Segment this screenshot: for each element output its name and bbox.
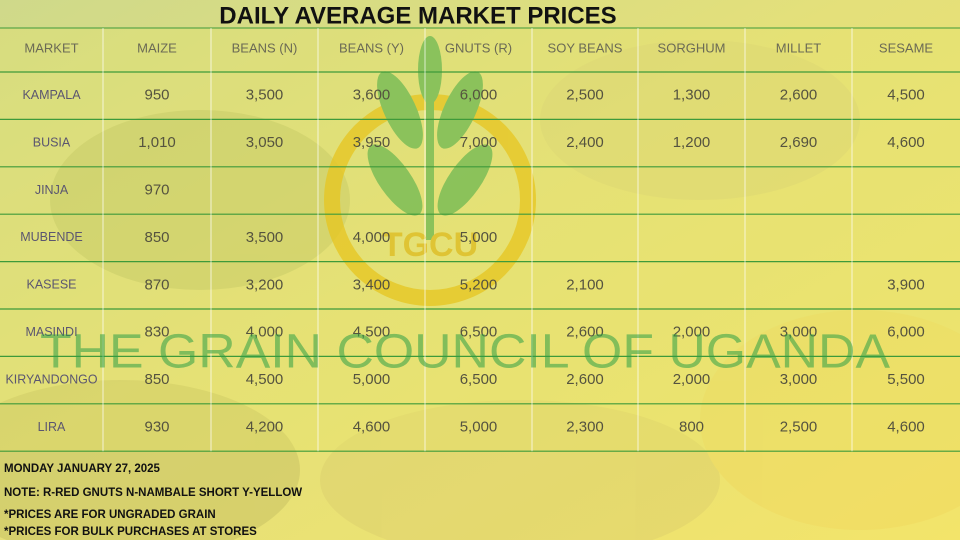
- price-cell: 970: [144, 181, 169, 198]
- price-cell: 6,500: [460, 371, 498, 388]
- price-cell: 4,500: [353, 324, 391, 341]
- price-cell: 3,900: [887, 276, 925, 293]
- market-name: KASESE: [26, 278, 76, 292]
- price-cell: 1,200: [673, 134, 711, 151]
- price-cell: 1,010: [138, 134, 176, 151]
- price-cell: 4,200: [246, 418, 284, 435]
- column-header: SOY BEANS: [548, 40, 623, 55]
- note-line: *PRICES ARE FOR UNGRADED GRAIN: [4, 509, 216, 521]
- price-cell: 2,000: [673, 371, 711, 388]
- price-cell: 3,950: [353, 134, 391, 151]
- market-name: JINJA: [35, 183, 69, 197]
- price-cell: 5,500: [887, 371, 925, 388]
- price-cell: 3,500: [246, 87, 284, 104]
- price-cell: 870: [144, 276, 169, 293]
- price-cell: 3,600: [353, 87, 391, 104]
- market-name: LIRA: [38, 420, 66, 434]
- market-name: KAMPALA: [22, 88, 81, 102]
- column-header: GNUTS (R): [445, 40, 512, 55]
- column-header: MILLET: [776, 40, 822, 55]
- watermark: THE GRAIN COUNCIL OF UGANDA: [40, 326, 890, 379]
- logo: TGCU: [324, 36, 536, 306]
- price-cell: 850: [144, 229, 169, 246]
- price-cell: 3,050: [246, 134, 284, 151]
- price-cell: 2,500: [566, 87, 604, 104]
- market-name: MASINDI: [25, 325, 77, 339]
- price-cell: 800: [679, 418, 704, 435]
- price-cell: 5,000: [460, 418, 498, 435]
- market-name: BUSIA: [33, 135, 71, 149]
- note-line: *PRICES FOR BULK PURCHASES AT STORES: [4, 526, 257, 538]
- price-cell: 5,000: [460, 229, 498, 246]
- price-cell: 1,300: [673, 87, 711, 104]
- price-cell: 6,500: [460, 324, 498, 341]
- price-cell: 2,600: [566, 324, 604, 341]
- price-cell: 950: [144, 87, 169, 104]
- price-cell: 4,500: [887, 87, 925, 104]
- price-cell: 6,000: [887, 324, 925, 341]
- notes: MONDAY JANUARY 27, 2025 NOTE: R-RED GNUTS…: [4, 463, 302, 538]
- price-cell: 2,690: [780, 134, 818, 151]
- price-cell: 2,000: [673, 324, 711, 341]
- price-cell: 4,600: [353, 418, 391, 435]
- price-cell: 2,600: [566, 371, 604, 388]
- column-header: BEANS (Y): [339, 40, 404, 55]
- table-shade: [0, 28, 960, 452]
- note-line: MONDAY JANUARY 27, 2025: [4, 463, 161, 475]
- price-cell: 4,000: [246, 324, 284, 341]
- price-cell: 3,400: [353, 276, 391, 293]
- price-cell: 3,500: [246, 229, 284, 246]
- price-cell: 2,600: [780, 87, 818, 104]
- column-header: SESAME: [879, 40, 934, 55]
- price-cell: 5,200: [460, 276, 498, 293]
- price-cell: 6,000: [460, 87, 498, 104]
- title: DAILY AVERAGE MARKET PRICES: [219, 2, 616, 29]
- table: MARKET MAIZE BEANS (N) BEANS (Y) GNUTS (R) SO…: [0, 27, 960, 452]
- price-cell: 4,000: [353, 229, 391, 246]
- price-cell: 2,300: [566, 418, 604, 435]
- price-cell: 2,100: [566, 276, 604, 293]
- price-cell: 4,600: [887, 134, 925, 151]
- price-cell: 930: [144, 418, 169, 435]
- column-header: SORGHUM: [658, 40, 726, 55]
- price-cell: 2,500: [780, 418, 818, 435]
- price-cell: 5,000: [353, 371, 391, 388]
- price-cell: 4,500: [246, 371, 284, 388]
- price-cell: 850: [144, 371, 169, 388]
- column-header: BEANS (N): [232, 40, 298, 55]
- price-cell: 3,200: [246, 276, 284, 293]
- note-line: NOTE: R-RED GNUTS N-NAMBALE SHORT Y-YELL…: [4, 487, 302, 499]
- price-cell: 7,000: [460, 134, 498, 151]
- market-name: KIRYANDONGO: [6, 372, 98, 386]
- price-cell: 4,600: [887, 418, 925, 435]
- price-cell: 3,000: [780, 324, 818, 341]
- price-cell: 2,400: [566, 134, 604, 151]
- price-cell: 830: [144, 324, 169, 341]
- market-name: MUBENDE: [20, 230, 83, 244]
- price-cell: 3,000: [780, 371, 818, 388]
- column-header: MAIZE: [137, 40, 177, 55]
- logo-text: TGCU: [382, 226, 478, 264]
- column-header: MARKET: [24, 40, 78, 55]
